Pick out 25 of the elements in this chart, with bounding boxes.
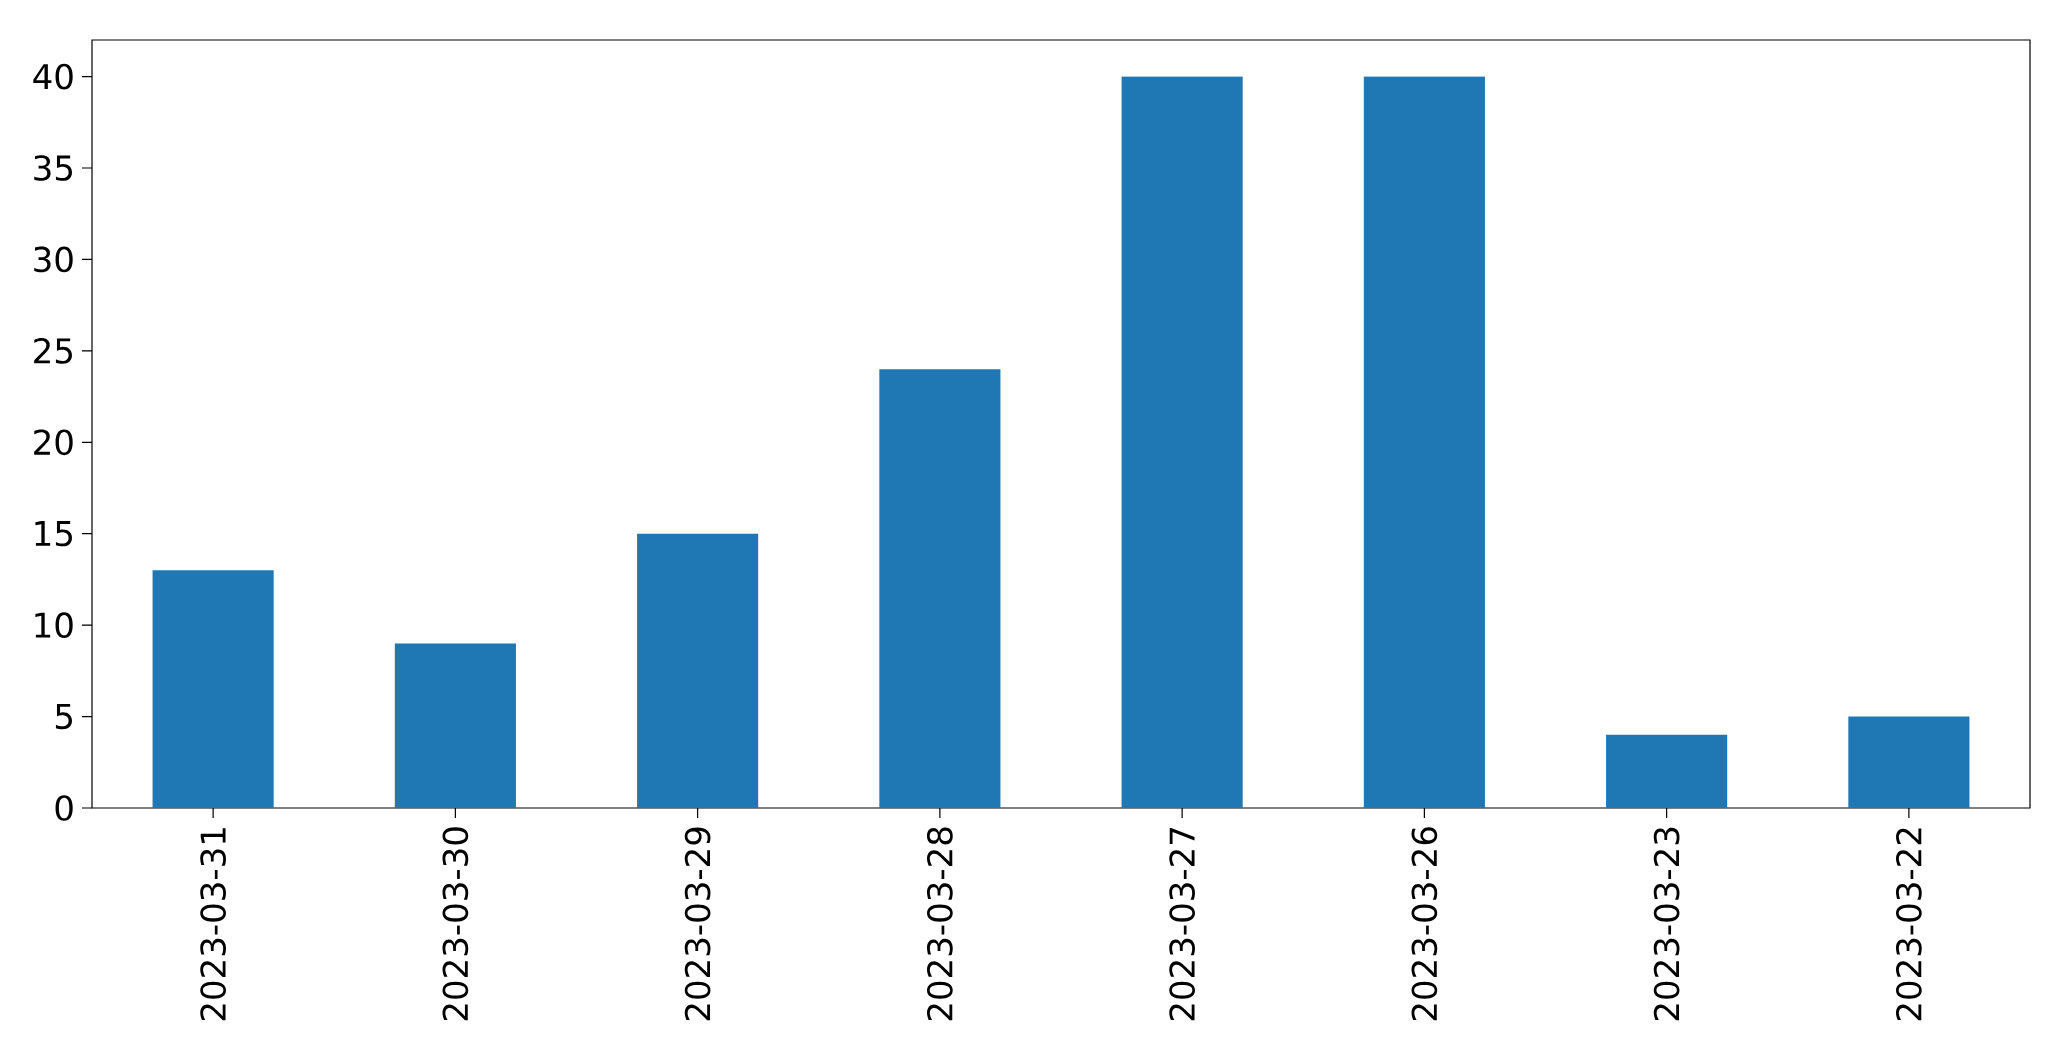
y-tick-label: 20 xyxy=(34,429,73,456)
x-tick-label: 2023-03-28 xyxy=(927,827,953,1021)
y-tick-label: 15 xyxy=(35,521,72,547)
x-tick-label: 2023-03-23 xyxy=(1653,827,1680,1021)
x-tick-label: 2023-03-27 xyxy=(1169,828,1195,1021)
x-tick-label: 2023-03-26 xyxy=(1411,827,1438,1021)
bar xyxy=(879,369,1001,808)
x-tick-label: 2023-03-22 xyxy=(1896,828,1922,1021)
x-tick-label: 2023-03-30 xyxy=(442,827,469,1021)
y-tick-label: 40 xyxy=(33,63,73,90)
bar xyxy=(394,643,516,808)
y-tick-label: 5 xyxy=(55,703,72,730)
y-tick-label: 25 xyxy=(34,337,72,364)
y-tick-label: 0 xyxy=(55,795,73,821)
bar xyxy=(1363,76,1485,808)
y-tick-label: 30 xyxy=(34,246,73,273)
x-tick-label: 2023-03-29 xyxy=(684,827,711,1021)
bar xyxy=(637,533,759,808)
y-tick-label: 10 xyxy=(35,612,73,638)
x-tick-label: 2023-03-31 xyxy=(200,828,226,1021)
bar xyxy=(1848,716,1970,808)
y-tick-label: 35 xyxy=(34,155,72,181)
bar xyxy=(1606,734,1728,808)
bar xyxy=(1121,76,1243,808)
bar xyxy=(152,570,274,808)
